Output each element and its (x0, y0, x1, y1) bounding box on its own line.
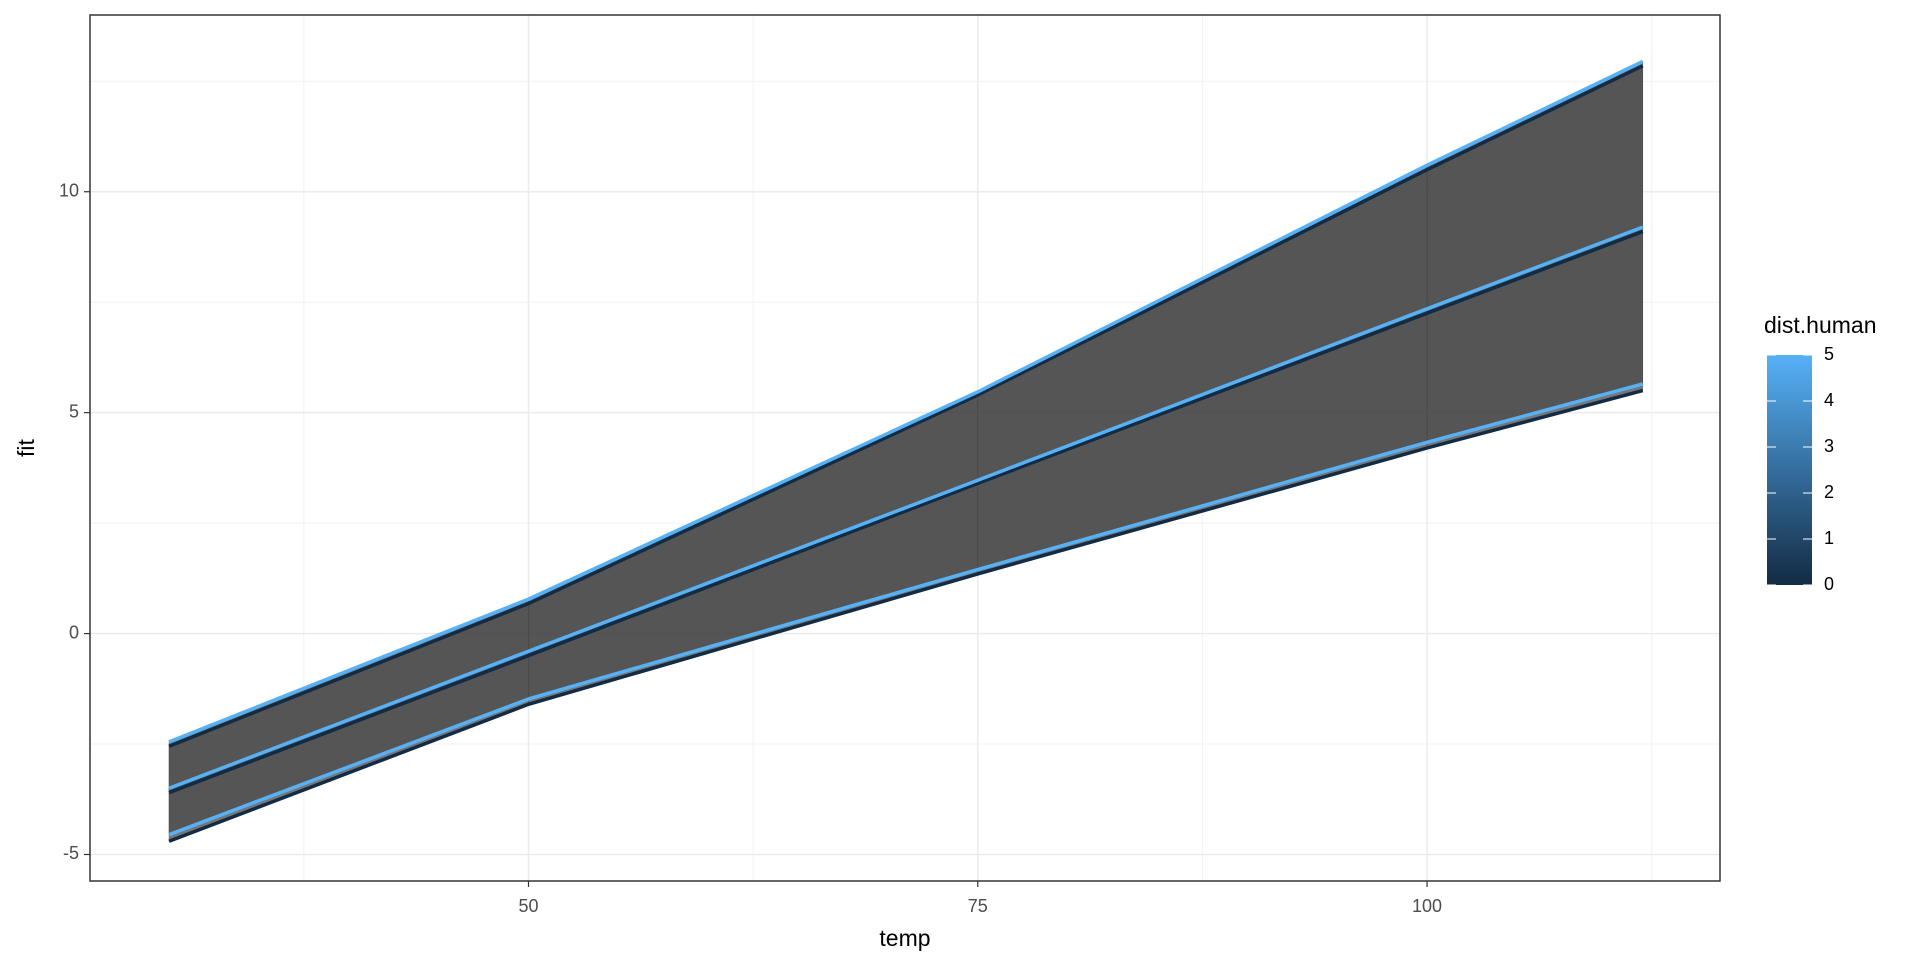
y-tick-label: 10 (59, 180, 79, 200)
line-fit (168, 225, 1644, 790)
colorbar (1767, 355, 1812, 585)
line-lower (168, 382, 1644, 837)
line-upper (168, 64, 1644, 748)
legend-label: 2 (1824, 482, 1834, 502)
x-axis-title: temp (879, 925, 930, 951)
legend-label: 5 (1824, 344, 1834, 364)
line-upper (168, 59, 1644, 744)
line-lower (168, 388, 1644, 843)
legend-label: 1 (1824, 528, 1834, 548)
line-fit (168, 229, 1644, 795)
x-tick-label: 50 (518, 896, 538, 916)
x-tick-label: 75 (968, 896, 988, 916)
y-tick-label: 0 (69, 622, 79, 642)
legend-label: 4 (1824, 390, 1834, 410)
legend-title: dist.human (1764, 312, 1877, 338)
legend-label: 3 (1824, 436, 1834, 456)
panel-border (89, 14, 1721, 882)
legend-label: 0 (1824, 574, 1834, 594)
y-axis-title: fit (13, 438, 39, 457)
y-tick-label: 5 (69, 401, 79, 421)
x-tick-label: 100 (1412, 896, 1442, 916)
y-tick-label: -5 (63, 843, 79, 863)
